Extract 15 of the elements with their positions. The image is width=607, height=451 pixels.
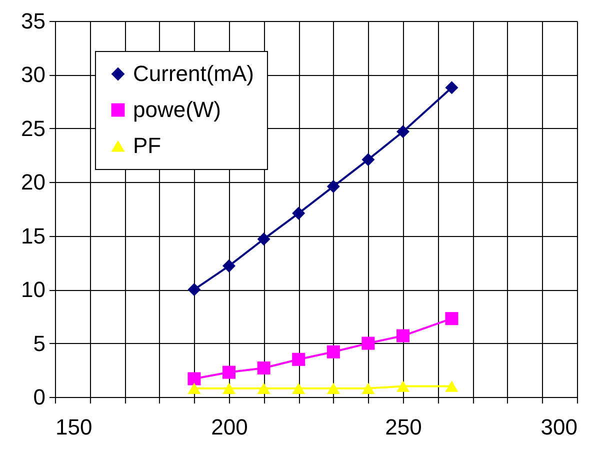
y-tick-label: 35 [21,8,46,34]
y-tick-label: 10 [21,277,46,302]
x-tick-label: 200 [211,414,248,440]
x-tick-label: 150 [56,414,92,440]
y-tick-label: 20 [21,170,46,195]
x-tick-label: 300 [540,414,578,440]
y-tick-label: 15 [21,223,46,248]
y-tick-label: 25 [21,116,46,141]
y-tick-label: 0 [33,384,46,410]
y-tick-label: 5 [33,330,46,356]
legend-label: Current(mA) [133,61,254,86]
x-tick-label: 250 [385,414,422,440]
y-tick-label: 30 [21,62,46,88]
legend-label: PF [133,133,162,158]
legend-label: powe(W) [133,97,222,122]
